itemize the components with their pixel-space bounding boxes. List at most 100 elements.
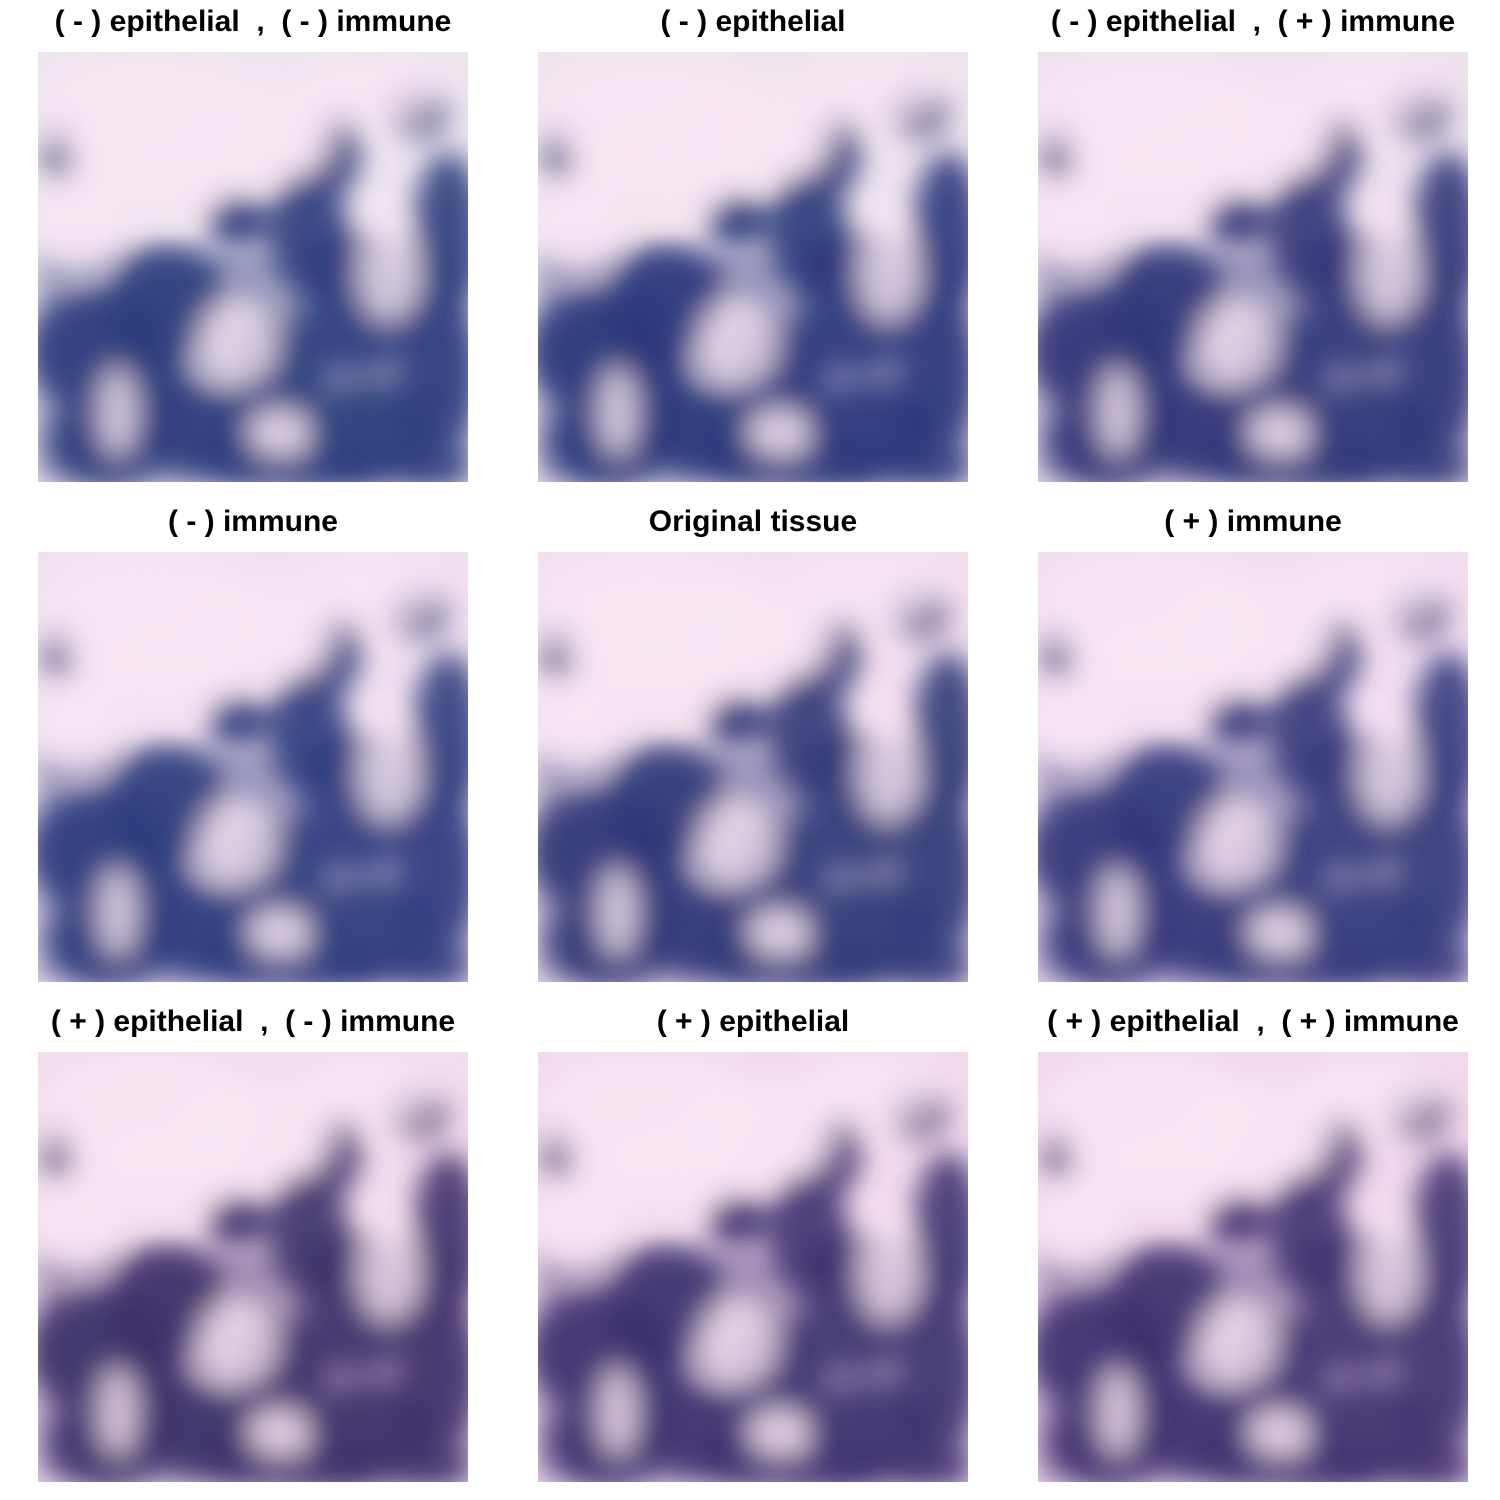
stroma-region	[538, 672, 623, 772]
stroma-region	[798, 557, 938, 627]
stroma-region	[198, 297, 278, 387]
nucleus-cluster	[1268, 952, 1388, 982]
tissue-image	[38, 52, 468, 482]
stroma-region	[1198, 297, 1278, 387]
nucleus-cluster	[1208, 1197, 1268, 1247]
nucleus-cluster	[383, 1447, 468, 1482]
nucleus-cluster	[268, 1172, 348, 1292]
stroma-region	[798, 57, 938, 127]
stroma-region	[248, 407, 308, 457]
nucleus-cluster	[413, 652, 468, 812]
stroma-region	[858, 722, 918, 822]
nucleus-cluster	[608, 747, 728, 857]
stroma-region	[598, 132, 738, 212]
stroma-region	[38, 1172, 123, 1272]
nucleus-cluster	[768, 172, 848, 292]
stroma-region	[98, 132, 238, 212]
nucleus-cluster	[898, 1292, 968, 1452]
nucleus-cluster	[268, 952, 388, 982]
stroma-region	[798, 1057, 938, 1127]
nucleus-cluster	[413, 152, 468, 312]
nucleus-cluster	[708, 1197, 768, 1247]
stroma-region	[748, 407, 808, 457]
nucleus-cluster	[398, 292, 468, 452]
stroma-region	[98, 632, 238, 712]
nucleus-cluster	[1268, 1172, 1348, 1292]
stroma-region	[1098, 1132, 1238, 1212]
nucleus-cluster	[768, 1172, 848, 1292]
stroma-region	[1098, 367, 1138, 457]
stroma-region	[248, 907, 308, 957]
panel-title: ( - ) epithelial , ( - ) immune	[54, 5, 452, 38]
stroma-region	[858, 222, 918, 322]
nucleus-cluster	[1268, 172, 1348, 292]
stroma-region	[1248, 1407, 1308, 1457]
nucleus-cluster	[1398, 1292, 1468, 1452]
tissue-image	[38, 552, 468, 982]
nucleus-cluster	[208, 197, 268, 247]
nucleus-cluster	[898, 292, 968, 452]
stroma-region	[98, 1367, 138, 1457]
tissue-image	[1038, 52, 1468, 482]
tissue-image	[1038, 1052, 1468, 1482]
nucleus-cluster	[768, 672, 848, 792]
panel-title: ( - ) epithelial , ( + ) immune	[1050, 5, 1456, 38]
stroma-region	[1098, 132, 1238, 212]
nucleus-cluster	[383, 947, 468, 982]
stroma-region	[198, 1297, 278, 1387]
nucleus-cluster	[898, 792, 968, 952]
stroma-region	[598, 867, 638, 957]
nucleus-cluster	[1413, 152, 1468, 312]
stroma-region	[38, 172, 123, 272]
panel-title: ( - ) immune	[168, 505, 338, 538]
nucleus-cluster	[608, 1247, 728, 1357]
tissue-image	[1038, 552, 1468, 982]
nucleus-cluster	[268, 1452, 388, 1482]
panel-title: ( + ) epithelial , ( + ) immune	[1047, 1005, 1459, 1038]
panel-title: ( + ) immune	[1164, 505, 1342, 538]
stroma-region	[1198, 797, 1278, 887]
nucleus-cluster	[1108, 247, 1228, 357]
stroma-region	[358, 222, 418, 322]
stroma-region	[1098, 867, 1138, 957]
stroma-region	[698, 297, 778, 387]
stroma-region	[538, 172, 623, 272]
nucleus-cluster	[1268, 452, 1388, 482]
nucleus-cluster	[398, 792, 468, 952]
tissue-image	[538, 1052, 968, 1482]
nucleus-cluster	[108, 747, 228, 857]
panel-title: Original tissue	[648, 505, 858, 538]
nucleus-cluster	[1413, 652, 1468, 812]
nucleus-cluster	[268, 172, 348, 292]
stroma-region	[858, 1222, 918, 1322]
stroma-region	[598, 1132, 738, 1212]
nucleus-cluster	[1108, 747, 1228, 857]
stroma-region	[538, 1172, 623, 1272]
stroma-region	[1098, 632, 1238, 712]
tissue-image	[538, 52, 968, 482]
stroma-region	[1098, 1367, 1138, 1457]
tissue-image	[538, 552, 968, 982]
nucleus-cluster	[1108, 1247, 1228, 1357]
panel-title: ( + ) epithelial	[656, 1005, 850, 1038]
stroma-region	[98, 367, 138, 457]
nucleus-cluster	[1413, 1152, 1468, 1312]
stroma-region	[1038, 172, 1123, 272]
nucleus-cluster	[768, 452, 888, 482]
stroma-region	[598, 632, 738, 712]
stroma-region	[698, 1297, 778, 1387]
stroma-region	[1358, 722, 1418, 822]
nucleus-cluster	[1268, 672, 1348, 792]
stroma-region	[748, 1407, 808, 1457]
stroma-region	[1298, 57, 1438, 127]
nucleus-cluster	[708, 197, 768, 247]
stroma-region	[1248, 907, 1308, 957]
nucleus-cluster	[1208, 697, 1268, 747]
stroma-region	[248, 1407, 308, 1457]
stroma-region	[98, 1132, 238, 1212]
nucleus-cluster	[608, 247, 728, 357]
stroma-region	[298, 557, 438, 627]
nucleus-cluster	[208, 697, 268, 747]
stroma-region	[198, 797, 278, 887]
nucleus-cluster	[208, 1197, 268, 1247]
